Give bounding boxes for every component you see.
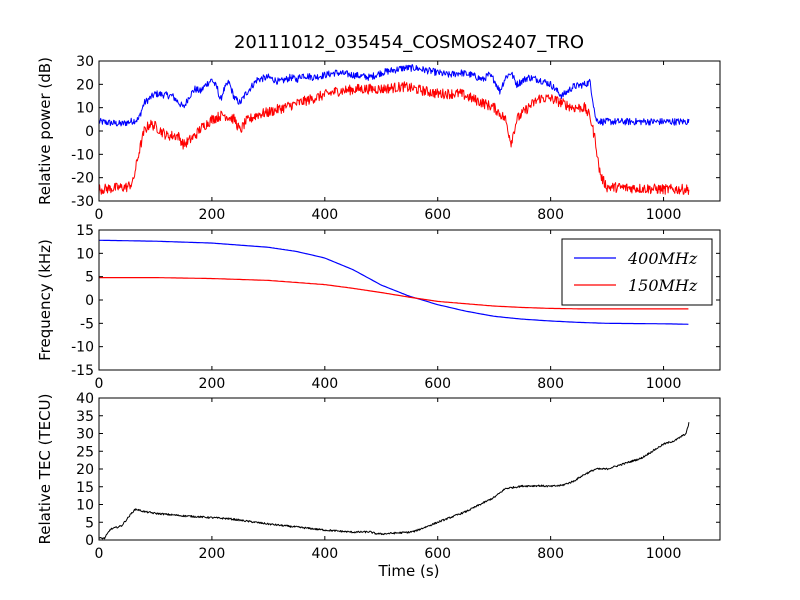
power-y-tick-label: 30: [76, 54, 94, 70]
frequency-x-tick-label: 400: [311, 376, 338, 392]
power-y-axis-label: Relative power (dB): [36, 57, 54, 205]
tec-x-tick-label: 800: [537, 546, 564, 562]
legend-label-400mhz: 400MHz: [627, 249, 698, 268]
power-x-tick-label: 0: [95, 207, 104, 223]
frequency-series-150mhz-line: [99, 277, 689, 310]
frequency-y-tick-label: -5: [80, 316, 94, 332]
power-x-tick-label: 600: [424, 207, 451, 223]
frequency-y-tick-label: 5: [85, 270, 94, 286]
frequency-y-axis-label: Frequency (kHz): [36, 239, 54, 361]
tec-y-tick-label: 40: [76, 391, 94, 407]
frequency-x-tick-label: 1000: [646, 376, 682, 392]
frequency-panel: 0 200 400 600 800 1000 -15 -10 -5 0 5 10 15 Frequency…: [36, 223, 721, 392]
power-x-tick-label: 800: [537, 207, 564, 223]
frequency-y-tick-label: -15: [71, 363, 94, 379]
frequency-x-tick-label: 0: [95, 376, 104, 392]
power-y-tick-label: -10: [71, 147, 94, 163]
power-x-tick-label: 1000: [646, 207, 682, 223]
power-x-tick-label: 200: [199, 207, 226, 223]
power-y-tick-label: 10: [76, 101, 94, 117]
tec-x-tick-label: 400: [311, 546, 338, 562]
tec-x-tick-label: 1000: [646, 546, 682, 562]
tec-y-tick-label: 30: [76, 427, 94, 443]
tec-panel: 0 200 400 600 800 10000510152025303540Relativ…: [36, 391, 721, 562]
frequency-y-tick-label: 10: [76, 246, 94, 262]
tec-y-tick-label: 10: [76, 498, 94, 514]
frequency-x-tick-label: 200: [199, 376, 226, 392]
tec-y-tick-label: 25: [76, 444, 94, 460]
tec-y-axis-label: Relative TEC (TECU): [36, 394, 54, 545]
frequency-series-400mhz-line: [99, 239, 689, 325]
frequency-legend: 400MHz 150MHz: [561, 238, 713, 306]
power-panel: 0 200 400 600 800 1000 -30 -20 -10 0 10 20 30 Relativ…: [36, 54, 721, 223]
tec-series-0-line: [99, 422, 690, 540]
legend-label-150mhz: 150MHz: [628, 276, 698, 295]
power-y-tick-label: -30: [71, 194, 94, 210]
power-x-tick-label: 400: [311, 207, 338, 223]
power-y-tick-label: 0: [85, 124, 94, 140]
x-axis-label: Time (s): [378, 562, 440, 580]
power-series-0-line: [99, 64, 690, 127]
frequency-y-tick-label: 0: [85, 293, 94, 309]
frequency-x-tick-label: 800: [537, 376, 564, 392]
tec-x-tick-label: 0: [95, 546, 104, 562]
tec-y-tick-label: 35: [76, 409, 94, 425]
power-y-tick-label: 20: [76, 77, 94, 93]
figure-title: 20111012_035454_COSMOS2407_TRO: [234, 32, 584, 53]
power-y-tick-label: -20: [71, 171, 94, 187]
tec-y-tick-label: 15: [76, 480, 94, 496]
tec-x-tick-label: 600: [424, 546, 451, 562]
tec-y-tick-label: 20: [76, 462, 94, 478]
frequency-x-tick-label: 600: [424, 376, 451, 392]
power-series-1-line: [99, 81, 690, 195]
tec-x-tick-label: 200: [199, 546, 226, 562]
tec-y-tick-label: 0: [85, 533, 94, 549]
tec-y-tick-label: 5: [85, 515, 94, 531]
frequency-y-tick-label: -10: [71, 340, 94, 356]
frequency-y-tick-label: 15: [76, 223, 94, 239]
